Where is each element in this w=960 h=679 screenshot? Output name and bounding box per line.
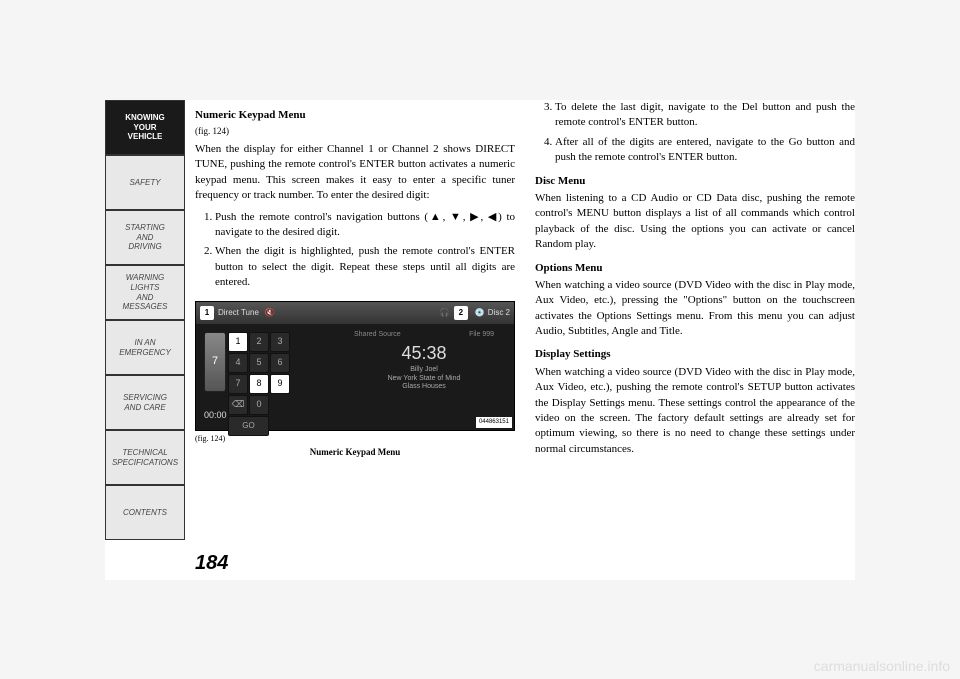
mute-icon: 🔇 [265, 307, 275, 318]
sidebar-item-technical-specs[interactable]: TECHNICAL SPECIFICATIONS [105, 430, 185, 485]
elapsed-time: 00:00 [204, 409, 227, 422]
sidebar-item-contents[interactable]: CONTENTS [105, 485, 185, 540]
key-8[interactable]: 8 [249, 374, 269, 394]
right-column: To delete the last digit, navigate to th… [535, 100, 855, 540]
content-area: Numeric Keypad Menu (fig. 124) When the … [195, 100, 855, 540]
heading-options-menu: Options Menu [535, 261, 855, 276]
key-6[interactable]: 6 [270, 353, 290, 373]
sidebar-item-knowing-vehicle[interactable]: KNOWING YOUR VEHICLE [105, 100, 185, 155]
heading-numeric-keypad: Numeric Keypad Menu [195, 108, 515, 123]
key-5[interactable]: 5 [249, 353, 269, 373]
step-2: When the digit is highlighted, push the … [215, 244, 515, 290]
keypad-grid: 1 2 3 4 5 6 7 8 9 ⌫ 0 GO [228, 332, 290, 436]
key-4[interactable]: 4 [228, 353, 248, 373]
sidebar-nav: KNOWING YOUR VEHICLE SAFETY STARTING AND… [105, 100, 185, 580]
sidebar-item-safety[interactable]: SAFETY [105, 155, 185, 210]
channel-2-badge: 2 [454, 306, 468, 320]
key-9[interactable]: 9 [270, 374, 290, 394]
left-column: Numeric Keypad Menu (fig. 124) When the … [195, 100, 515, 540]
paragraph-options: When watching a video source (DVD Video … [535, 278, 855, 340]
channel-1-badge: 1 [200, 306, 214, 320]
file-number: File 999 [469, 330, 494, 340]
headphone-icon: 🎧 [440, 307, 450, 318]
sidebar-item-servicing[interactable]: SERVICING AND CARE [105, 375, 185, 430]
steps-list-2: To delete the last digit, navigate to th… [535, 100, 855, 166]
step-3: To delete the last digit, navigate to th… [555, 100, 855, 131]
heading-display-settings: Display Settings [535, 347, 855, 362]
track-album: New York State of Mind [354, 375, 494, 383]
page: KNOWING YOUR VEHICLE SAFETY STARTING AND… [105, 100, 855, 580]
track-artist: Billy Joel [354, 366, 494, 374]
figure-topbar: 1 Direct Tune 🔇 🎧 2 💿 Disc 2 [196, 302, 514, 324]
sidebar-item-starting-driving[interactable]: STARTING AND DRIVING [105, 210, 185, 265]
heading-disc-menu: Disc Menu [535, 174, 855, 189]
track-time: 45:38 [354, 341, 494, 366]
shared-source-row: Shared Source File 999 [354, 330, 494, 340]
image-code: 044863151 [476, 417, 512, 427]
key-7[interactable]: 7 [228, 374, 248, 394]
figure-screenshot: 1 Direct Tune 🔇 🎧 2 💿 Disc 2 7 1 2 [195, 301, 515, 431]
track-subalbum: Glass Houses [354, 383, 494, 391]
key-2[interactable]: 2 [249, 332, 269, 352]
page-number: 184 [195, 552, 228, 575]
key-1[interactable]: 1 [228, 332, 248, 352]
shared-source-label: Shared Source [354, 330, 401, 340]
sidebar-item-warning-lights[interactable]: WARNING LIGHTS AND MESSAGES [105, 265, 185, 320]
selected-digit: 7 [204, 332, 226, 392]
disc-icon: 💿 [475, 307, 485, 318]
watermark: carmanualsonline.info [814, 658, 950, 674]
steps-list-1: Push the remote control's navigation but… [195, 210, 515, 291]
figure-caption: Numeric Keypad Menu [195, 446, 515, 459]
paragraph-display: When watching a video source (DVD Video … [535, 365, 855, 457]
direct-tune-label: Direct Tune [218, 307, 259, 318]
key-go[interactable]: GO [228, 416, 269, 436]
figure-reference: (fig. 124) [195, 125, 515, 138]
paragraph-intro: When the display for either Channel 1 or… [195, 142, 515, 204]
paragraph-disc: When listening to a CD Audio or CD Data … [535, 191, 855, 253]
track-info: Shared Source File 999 45:38 Billy Joel … [354, 330, 494, 392]
key-3[interactable]: 3 [270, 332, 290, 352]
key-del[interactable]: ⌫ [228, 395, 248, 415]
step-4: After all of the digits are entered, nav… [555, 135, 855, 166]
step-1: Push the remote control's navigation but… [215, 210, 515, 241]
key-0[interactable]: 0 [249, 395, 269, 415]
disc-2-label: Disc 2 [488, 307, 510, 318]
sidebar-item-emergency[interactable]: IN AN EMERGENCY [105, 320, 185, 375]
figure-container: 1 Direct Tune 🔇 🎧 2 💿 Disc 2 7 1 2 [195, 301, 515, 459]
